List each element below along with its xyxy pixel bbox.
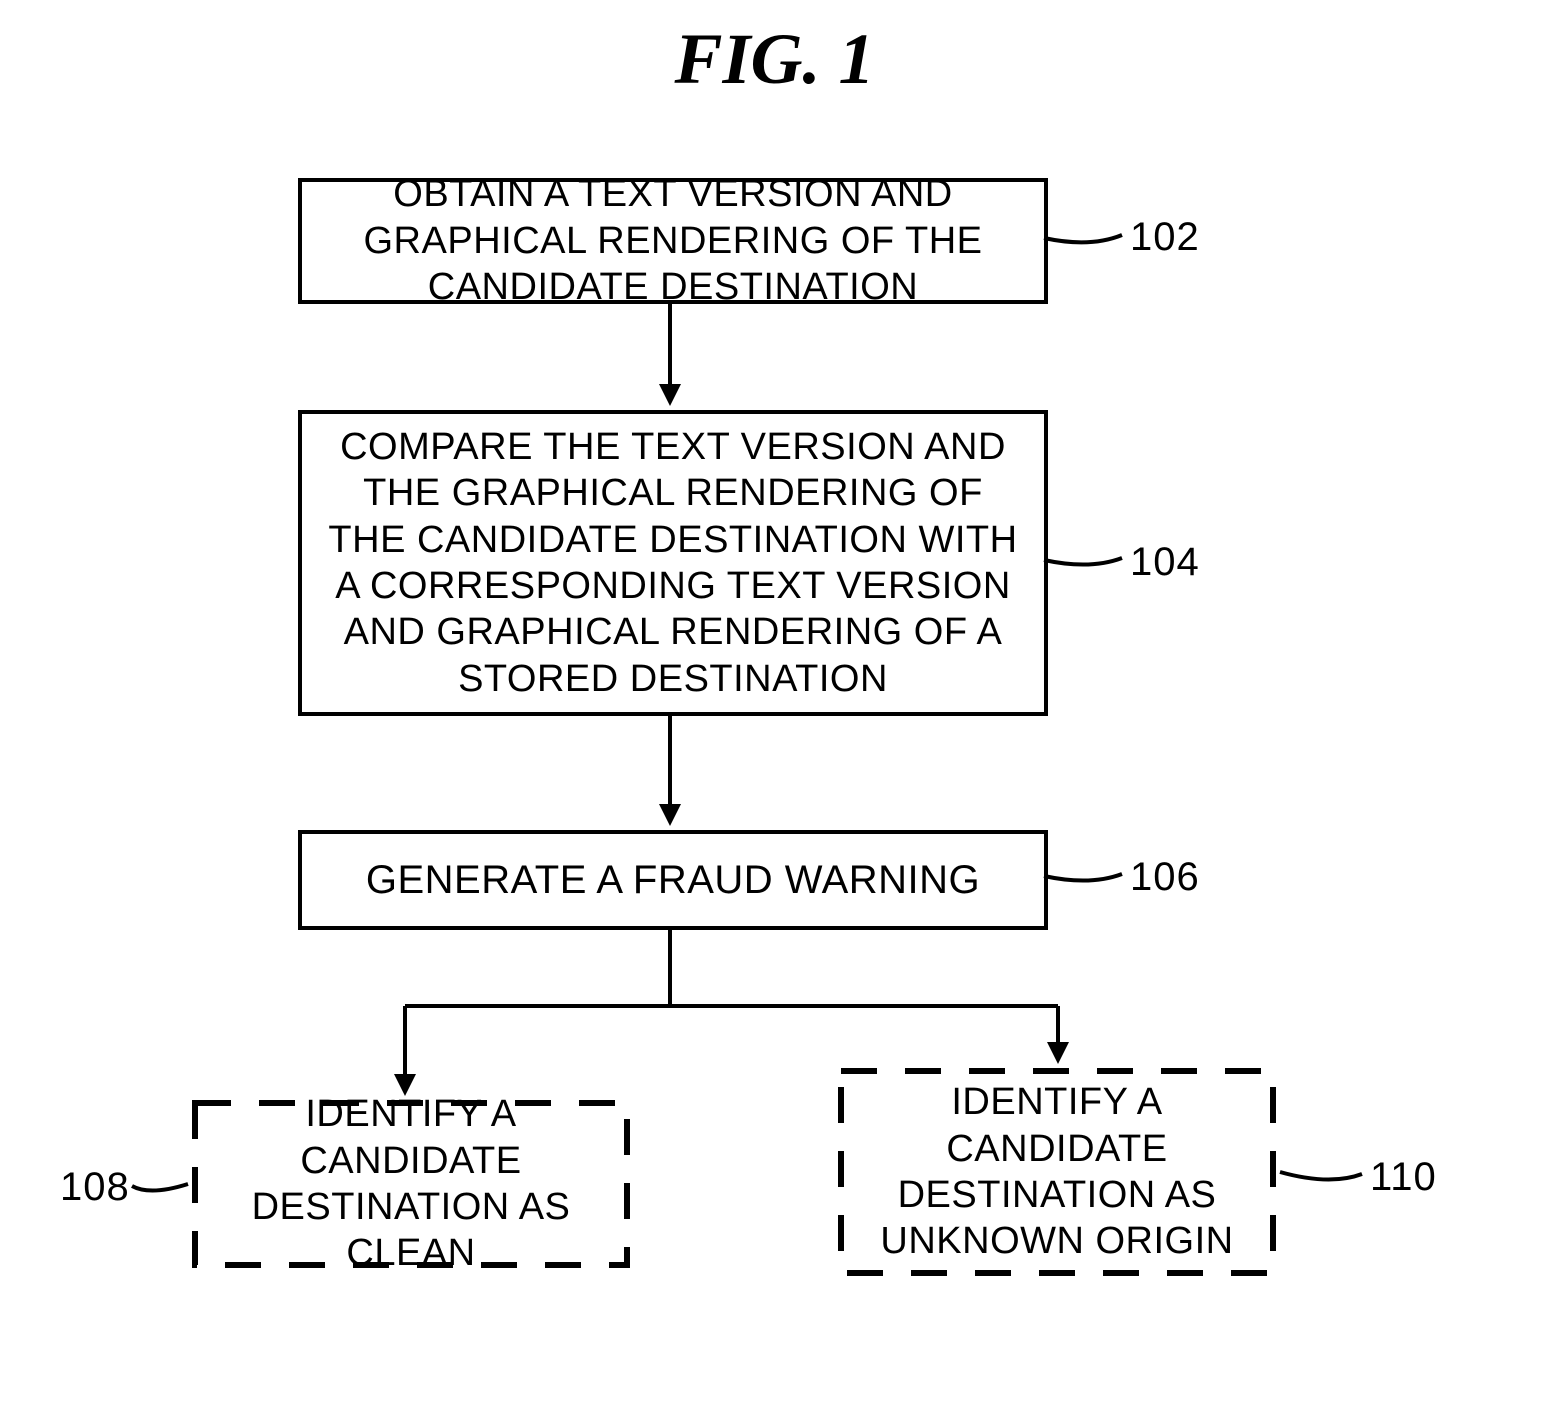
figure-title: FIG. 1 — [0, 18, 1549, 101]
ref-label-110: 110 — [1370, 1155, 1437, 1200]
ref-label-104: 104 — [1130, 540, 1200, 585]
ref-label-106: 106 — [1130, 855, 1200, 900]
step-identify-clean-box: IDENTIFY A CANDIDATE DESTINATION AS CLEA… — [192, 1100, 630, 1268]
step-generate-warning-text: GENERATE A FRAUD WARNING — [344, 848, 1002, 913]
step-identify-clean-text: IDENTIFY A CANDIDATE DESTINATION AS CLEA… — [192, 1083, 630, 1284]
step-identify-unknown-text: IDENTIFY A CANDIDATE DESTINATION AS UNKN… — [838, 1071, 1276, 1272]
step-identify-unknown-box: IDENTIFY A CANDIDATE DESTINATION AS UNKN… — [838, 1068, 1276, 1276]
step-compare-text: COMPARE THE TEXT VERSION AND THE GRAPHIC… — [302, 416, 1044, 710]
ref-label-108: 108 — [60, 1165, 130, 1210]
step-obtain-box: OBTAIN A TEXT VERSION AND GRAPHICAL REND… — [298, 178, 1048, 304]
step-compare-box: COMPARE THE TEXT VERSION AND THE GRAPHIC… — [298, 410, 1048, 716]
step-generate-warning-box: GENERATE A FRAUD WARNING — [298, 830, 1048, 930]
step-obtain-text: OBTAIN A TEXT VERSION AND GRAPHICAL REND… — [302, 163, 1044, 318]
ref-label-102: 102 — [1130, 215, 1200, 260]
